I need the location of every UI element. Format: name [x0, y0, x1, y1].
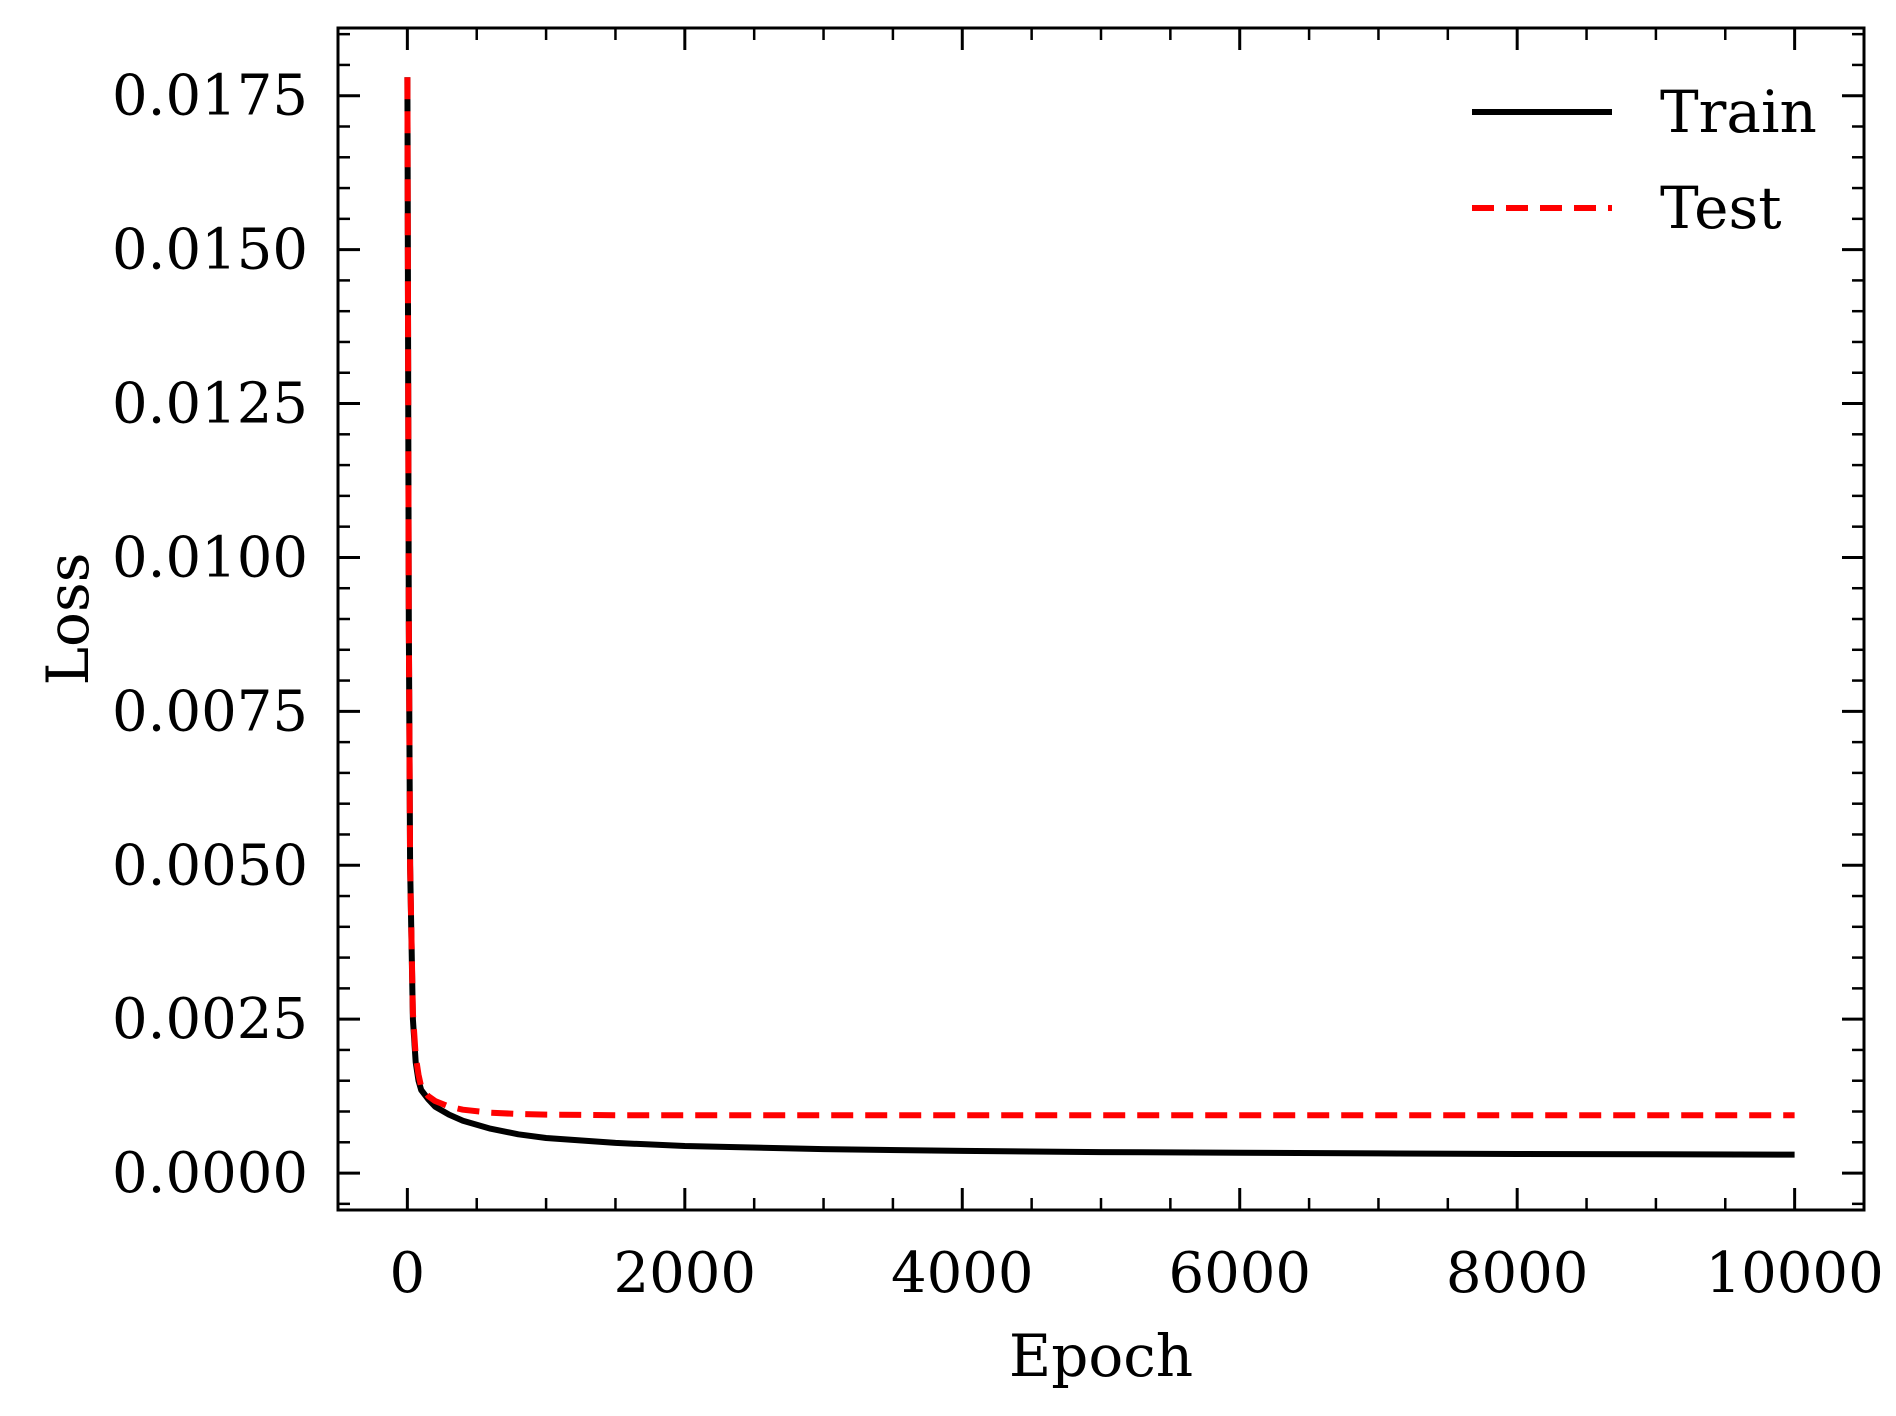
- y-tick-label: 0.0150: [112, 218, 308, 283]
- y-tick-label: 0.0000: [112, 1141, 308, 1206]
- x-tick-label: 0: [390, 1241, 426, 1306]
- y-tick-label: 0.0100: [112, 525, 308, 590]
- legend: Train Test: [1472, 78, 1817, 242]
- x-tick-label: 4000: [891, 1241, 1034, 1306]
- y-tick-label: 0.0125: [112, 372, 308, 437]
- y-tick-label: 0.0075: [112, 679, 308, 744]
- plot-frame: [336, 26, 1866, 1212]
- legend-label-test: Test: [1660, 174, 1782, 242]
- x-tick-label: 6000: [1168, 1241, 1311, 1306]
- x-tick-label: 8000: [1446, 1241, 1589, 1306]
- y-tick-label: 0.0050: [112, 833, 308, 898]
- labels-layer: 0 2000 4000 6000 8000 10000 0.0000 0.0025 0.0050…: [112, 64, 1884, 1306]
- lines-layer: [404, 77, 1795, 1158]
- legend-label-train: Train: [1660, 78, 1817, 146]
- x-axis-label: Epoch: [1009, 1322, 1193, 1390]
- y-tick-label: 0.0025: [112, 987, 308, 1052]
- y-tick-label: 0.0175: [112, 64, 308, 129]
- x-tick-label: 2000: [614, 1241, 757, 1306]
- x-tick-label: 10000: [1706, 1241, 1884, 1306]
- series-line-train: [404, 77, 1795, 1158]
- series-line-test: [404, 77, 1795, 1119]
- ticks-layer: [336, 28, 1866, 1210]
- y-axis-label: Loss: [34, 553, 102, 686]
